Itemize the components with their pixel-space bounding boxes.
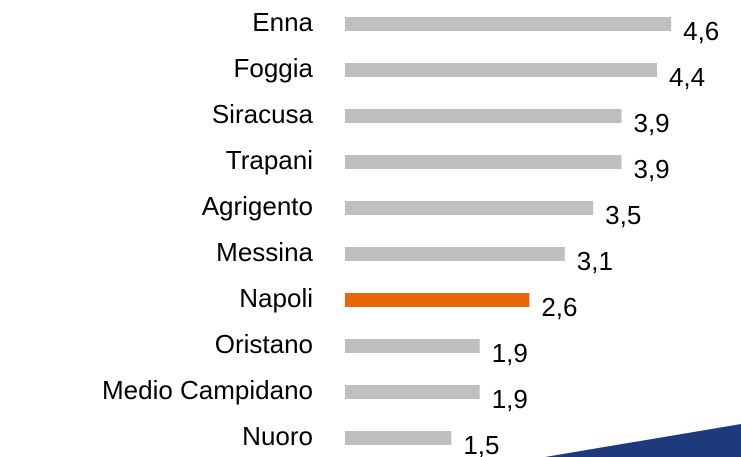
value-label: 4,6 bbox=[683, 16, 719, 46]
category-label: Agrigento bbox=[202, 191, 313, 221]
bar bbox=[345, 201, 594, 215]
bar bbox=[345, 431, 452, 445]
bar bbox=[345, 155, 622, 169]
value-label: 1,9 bbox=[492, 338, 528, 368]
bar bbox=[345, 63, 657, 77]
category-label: Enna bbox=[252, 7, 313, 37]
category-label: Siracusa bbox=[212, 99, 314, 129]
category-label: Foggia bbox=[234, 53, 314, 83]
value-label: 1,5 bbox=[463, 430, 499, 457]
value-label: 2,6 bbox=[541, 292, 577, 322]
value-label: 4,4 bbox=[669, 62, 705, 92]
value-label: 3,9 bbox=[634, 108, 670, 138]
bar bbox=[345, 339, 480, 353]
bar bbox=[345, 385, 480, 399]
bar bbox=[345, 109, 622, 123]
bar bbox=[345, 293, 530, 307]
bar bbox=[345, 247, 565, 261]
value-label: 3,5 bbox=[605, 200, 641, 230]
value-label: 3,9 bbox=[634, 154, 670, 184]
value-label: 3,1 bbox=[577, 246, 613, 276]
category-label: Napoli bbox=[239, 283, 313, 313]
category-label: Medio Campidano bbox=[102, 375, 313, 405]
value-label: 1,9 bbox=[492, 384, 528, 414]
bar bbox=[345, 17, 672, 31]
category-label: Nuoro bbox=[242, 421, 313, 451]
category-label: Messina bbox=[216, 237, 313, 267]
corner-decoration bbox=[545, 424, 741, 457]
category-label: Oristano bbox=[215, 329, 313, 359]
category-label: Trapani bbox=[226, 145, 313, 175]
